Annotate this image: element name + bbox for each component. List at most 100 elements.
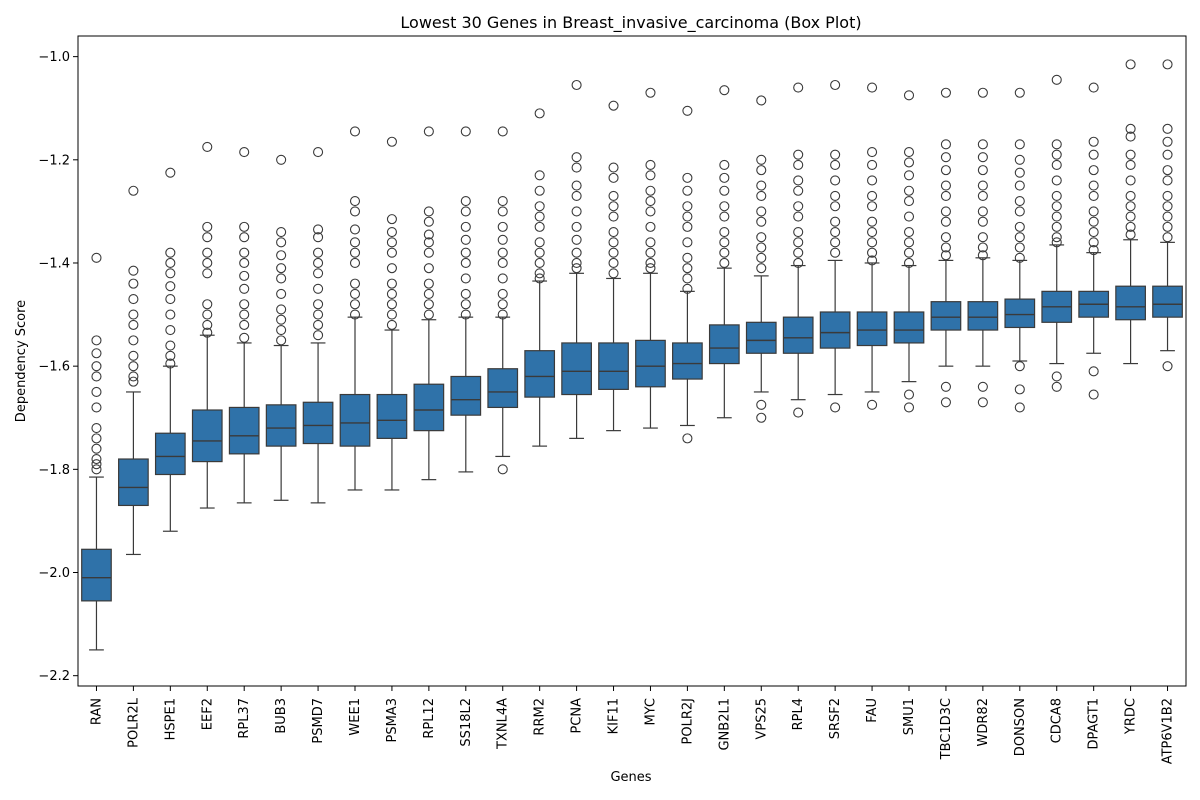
- outlier-point: [91, 335, 102, 346]
- x-tick-label: VPS25: [754, 698, 769, 740]
- outlier-point: [1014, 384, 1025, 395]
- outlier-point: [1051, 221, 1062, 232]
- outlier-point: [313, 319, 324, 330]
- outlier-point: [682, 273, 693, 284]
- outlier-point: [793, 149, 804, 160]
- outlier-point: [867, 82, 878, 93]
- box-iqr: [856, 311, 888, 347]
- outlier-point: [756, 180, 767, 191]
- outlier-point: [349, 206, 361, 217]
- outlier-point: [756, 190, 767, 201]
- outlier-point: [239, 232, 250, 243]
- outlier-point: [534, 273, 545, 284]
- outlier-point: [940, 381, 951, 392]
- outlier-point: [645, 206, 656, 217]
- outlier-point: [460, 126, 471, 137]
- outlier-point: [940, 190, 951, 201]
- outlier-point: [239, 332, 250, 343]
- outlier-point: [903, 257, 915, 269]
- outlier-point: [645, 221, 656, 232]
- outlier-point: [977, 232, 988, 243]
- outlier-point: [534, 237, 545, 248]
- outlier-point: [386, 299, 397, 310]
- box-iqr: [708, 324, 740, 365]
- outlier-point: [349, 196, 361, 207]
- outlier-point: [830, 247, 841, 258]
- outlier-point: [719, 172, 730, 183]
- outlier-point: [1088, 82, 1099, 93]
- box-iqr: [118, 458, 149, 507]
- outlier-point: [239, 257, 250, 269]
- outlier-point: [1088, 389, 1099, 400]
- box-psmd7: [302, 147, 334, 504]
- y-tick-label: −1.4: [38, 256, 70, 271]
- box-yrdc: [1115, 59, 1146, 365]
- x-tick-label: RPL12: [422, 698, 437, 739]
- outlier-point: [830, 79, 841, 91]
- outlier-point: [1014, 139, 1025, 150]
- outlier-point: [719, 226, 730, 238]
- outlier-point: [1125, 201, 1136, 212]
- outlier-point: [1162, 175, 1173, 186]
- box-iqr: [782, 316, 814, 354]
- outlier-point: [386, 319, 397, 330]
- outlier-point: [1162, 221, 1173, 232]
- outlier-point: [867, 247, 878, 258]
- outlier-point: [534, 268, 545, 279]
- outlier-point: [756, 154, 767, 165]
- box-iqr: [154, 432, 186, 476]
- outlier-point: [534, 170, 545, 181]
- outlier-point: [165, 281, 176, 292]
- outlier-point: [977, 190, 988, 201]
- outlier-point: [1162, 201, 1173, 212]
- outlier-point: [1125, 190, 1136, 201]
- x-axis: RAN POLR2L HSPE1 EEF2 RPL37 BUB3 PSMD7 WEE1 PSMA…: [89, 686, 1176, 764]
- outlier-point: [313, 147, 324, 158]
- outlier-point: [940, 242, 951, 253]
- outlier-point: [1125, 175, 1136, 186]
- box-donson: [1004, 87, 1036, 413]
- outlier-point: [867, 190, 878, 201]
- outlier-point: [386, 237, 397, 248]
- outlier-point: [682, 185, 693, 196]
- outlier-point: [497, 206, 508, 217]
- outlier-point: [682, 172, 693, 183]
- outlier-point: [202, 257, 213, 269]
- outlier-point: [756, 232, 767, 243]
- outlier-point: [128, 361, 139, 372]
- x-tick-label: SS18L2: [459, 698, 474, 747]
- outlier-point: [1088, 206, 1099, 217]
- outlier-point: [867, 159, 878, 171]
- outlier-point: [793, 159, 804, 171]
- box-myc: [635, 87, 666, 429]
- outlier-point: [202, 309, 213, 320]
- x-tick-label: RRM2: [533, 698, 548, 736]
- box-hspe1: [154, 167, 186, 532]
- box-wee1: [339, 126, 371, 491]
- outlier-point: [460, 309, 471, 320]
- box-rpl4: [782, 82, 814, 418]
- outlier-point: [793, 257, 804, 269]
- outlier-point: [276, 314, 287, 325]
- outlier-point: [497, 234, 508, 245]
- outlier-point: [571, 152, 582, 163]
- outlier-point: [793, 237, 804, 248]
- outlier-point: [497, 196, 508, 207]
- x-tick-label: PSMD7: [311, 698, 326, 744]
- outlier-point: [940, 139, 951, 150]
- outlier-point: [1051, 201, 1062, 212]
- box-gnb2l1: [708, 85, 740, 419]
- x-tick-label: POLR2L: [126, 697, 141, 748]
- outlier-point: [239, 247, 250, 258]
- outlier-point: [1014, 206, 1025, 217]
- y-tick-label: −1.6: [38, 360, 70, 375]
- x-tick-label: DONSON: [1013, 698, 1028, 756]
- outlier-point: [903, 211, 915, 222]
- outlier-point: [276, 335, 287, 346]
- outlier-point: [1051, 149, 1062, 160]
- outlier-point: [276, 154, 287, 165]
- outlier-point: [349, 257, 361, 269]
- outlier-point: [867, 237, 878, 248]
- outlier-point: [940, 87, 951, 98]
